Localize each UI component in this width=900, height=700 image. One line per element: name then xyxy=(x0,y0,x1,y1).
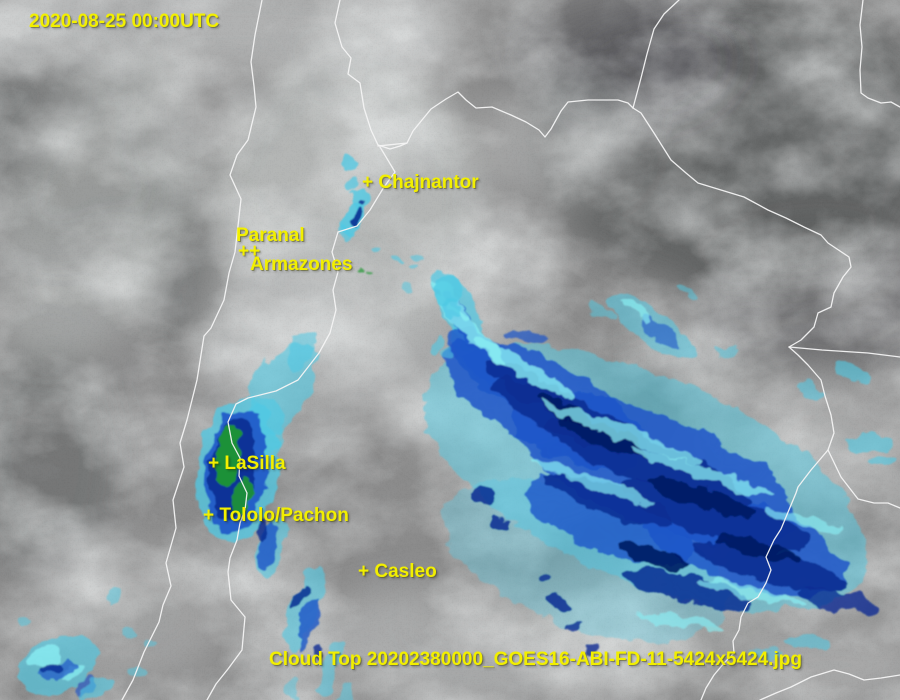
border-bottom-right xyxy=(759,669,900,700)
timestamp-label: 2020-08-25 00:00UTC xyxy=(29,11,220,32)
image-caption: Cloud Top 20202380000_GOES16-ABI-FD-11-5… xyxy=(269,649,802,670)
country-border-lines xyxy=(121,0,900,700)
border-east-fork xyxy=(788,346,900,358)
border-south-fork xyxy=(700,346,835,700)
marker-chajnantor: + Chajnantor xyxy=(362,172,479,193)
marker-tololo-pachon: + Tololo/Pachon xyxy=(203,505,349,526)
bolivia-paraguay-border xyxy=(632,0,680,109)
paranal-armazones-cross-icon: ++ xyxy=(238,241,261,262)
storm-band-cold-cloud-tops xyxy=(422,271,900,659)
bolivia-argentina-border xyxy=(377,91,634,147)
marker-paranal: Paranal xyxy=(236,225,305,246)
border-top-right xyxy=(859,0,900,108)
lasilla-storm-cell xyxy=(196,332,353,700)
andes-border-north xyxy=(334,0,408,150)
andes-border-south xyxy=(206,146,396,700)
marker-armazones: Armazones xyxy=(250,254,353,275)
bottom-left-cloud-patches xyxy=(15,590,156,699)
border-southeast-branch xyxy=(827,449,900,509)
marker-lasilla: + LaSilla xyxy=(208,453,286,474)
marker-casleo: + Casleo xyxy=(358,561,437,582)
chile-coastline xyxy=(121,0,263,700)
paraguay-argentina-border xyxy=(632,107,852,348)
